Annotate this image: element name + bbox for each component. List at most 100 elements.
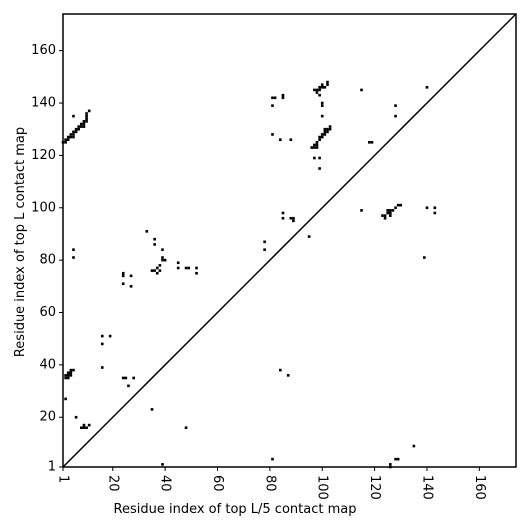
contact-cell <box>389 214 392 217</box>
contact-cell <box>77 127 81 131</box>
contact-cell <box>279 368 282 372</box>
contact-cell <box>69 133 73 136</box>
x-tick-label: 40 <box>158 475 173 492</box>
contact-cell <box>315 91 319 94</box>
contact-cell <box>158 269 162 272</box>
contact-cell <box>292 219 295 223</box>
contact-cell <box>315 88 319 92</box>
contact-cell <box>281 211 285 215</box>
contact-cell <box>396 203 400 207</box>
contact-cell <box>289 138 293 141</box>
contact-cell <box>326 80 329 84</box>
contact-cell <box>161 258 164 262</box>
y-tick-label: 40 <box>39 357 56 372</box>
contact-cell <box>389 209 392 212</box>
contact-cell <box>313 88 316 92</box>
contact-cell <box>394 114 397 118</box>
contact-cell <box>323 130 327 134</box>
y-tick-label: 80 <box>39 253 56 268</box>
contact-cell <box>281 93 285 97</box>
contact-cell <box>320 86 324 89</box>
contact-cell <box>271 96 274 100</box>
contact-cell <box>121 376 125 380</box>
contact-cell <box>412 444 416 448</box>
contact-cell <box>433 211 437 215</box>
contact-cell <box>271 133 274 136</box>
contact-cell <box>72 256 75 259</box>
contact-cell <box>108 334 112 338</box>
y-tick-label: 120 <box>31 148 56 163</box>
contact-cell <box>161 256 164 259</box>
contact-cell <box>85 426 88 430</box>
contact-cell <box>85 112 88 115</box>
contact-cell <box>389 463 392 466</box>
contact-cell <box>370 140 374 144</box>
contact-cell <box>150 269 154 272</box>
x-tick-label: 1 <box>56 475 71 483</box>
contact-cell <box>72 130 75 134</box>
contact-cell <box>320 135 324 139</box>
contact-cell <box>64 374 67 377</box>
contact-cell <box>66 138 70 141</box>
contact-cell <box>320 133 324 136</box>
contact-cell <box>155 266 159 270</box>
x-tick-label: 80 <box>262 475 277 492</box>
y-tick-label: 100 <box>31 200 56 215</box>
contact-cell <box>425 86 429 89</box>
contact-cell <box>121 271 125 275</box>
contact-cell <box>263 248 266 251</box>
contact-cell <box>82 125 86 128</box>
contact-cell <box>163 258 167 262</box>
contact-cell <box>100 366 104 369</box>
contact-cell <box>318 167 321 170</box>
contact-cell <box>292 216 295 220</box>
contact-cell <box>129 274 133 278</box>
contact-cell <box>315 146 319 149</box>
contact-cell <box>82 426 86 430</box>
contact-cell <box>153 237 156 241</box>
contact-cell <box>386 209 390 212</box>
y-tick-label: 140 <box>31 96 56 111</box>
contact-cell <box>383 214 387 217</box>
contact-cell <box>82 423 86 427</box>
contact-cell <box>85 114 88 118</box>
contact-cell <box>425 206 429 210</box>
contact-cell <box>323 127 327 131</box>
contact-cell <box>74 127 78 131</box>
contact-cell <box>394 457 397 461</box>
contact-cell <box>150 408 154 411</box>
contact-cell <box>121 282 125 286</box>
contact-cell <box>132 376 136 380</box>
contact-cell <box>328 127 332 131</box>
diagonal <box>62 13 517 468</box>
contact-cell <box>64 376 67 380</box>
contact-cell <box>66 135 70 139</box>
x-tick-label: 100 <box>315 475 330 500</box>
contact-cell <box>72 368 75 372</box>
y-tick-label: 20 <box>39 410 56 425</box>
x-tick-label: 140 <box>419 475 434 500</box>
contact-cell <box>279 138 282 141</box>
contact-cell <box>271 457 274 461</box>
contact-cell <box>326 127 329 131</box>
contact-cell <box>127 384 130 388</box>
contact-cell <box>326 130 329 134</box>
y-tick-label: 1 <box>48 460 56 475</box>
contact-cell <box>263 240 266 244</box>
plot-frame <box>62 13 517 468</box>
contact-cell <box>69 371 73 375</box>
contact-cell <box>155 271 159 275</box>
contact-cell <box>184 426 188 430</box>
contact-cell <box>74 130 78 134</box>
contact-cell <box>153 269 156 272</box>
contact-cell <box>318 156 321 160</box>
contact-cell <box>72 133 75 136</box>
contact-cell <box>161 463 164 466</box>
contact-cell <box>307 235 311 238</box>
contact-cell <box>72 114 75 118</box>
contact-cell <box>281 216 285 220</box>
contact-cell <box>64 138 67 141</box>
contact-cell <box>315 143 319 147</box>
